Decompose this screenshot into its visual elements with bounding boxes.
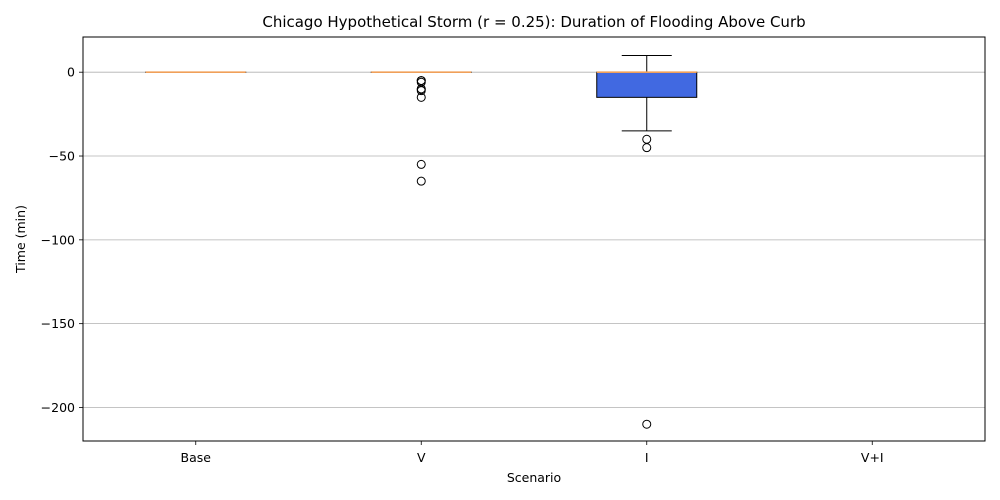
- outlier-point: [642, 419, 652, 429]
- y-tick-label: 0: [67, 65, 75, 80]
- box-i: [596, 54, 698, 429]
- box-v: [370, 71, 472, 186]
- box-iqr: [596, 71, 698, 98]
- outlier-point: [416, 92, 426, 102]
- chart-title: Chicago Hypothetical Storm (r = 0.25): D…: [262, 13, 805, 31]
- x-tick-label: I: [645, 450, 649, 465]
- outlier-point: [416, 86, 426, 96]
- outlier-point: [416, 176, 426, 186]
- grid-lines: [83, 71, 985, 408]
- plot-frame: [82, 36, 986, 442]
- x-tick-label: V: [417, 450, 426, 465]
- outlier-point: [642, 143, 652, 153]
- y-tick-label: −50: [49, 149, 75, 164]
- x-tick-label: V+I: [861, 450, 884, 465]
- x-axis: Base V I V+I: [181, 441, 884, 465]
- x-axis-label: Scenario: [507, 470, 561, 485]
- x-tick-label: Base: [181, 450, 212, 465]
- box-series: [145, 54, 698, 429]
- y-axis-label: Time (min): [13, 205, 28, 274]
- plot-area: [83, 37, 985, 441]
- y-tick-label: −150: [41, 316, 75, 331]
- outlier-point: [416, 159, 426, 169]
- y-tick-label: −100: [41, 232, 75, 247]
- y-tick-label: −200: [41, 400, 75, 415]
- y-axis: 0 −50 −100 −150 −200: [41, 65, 83, 415]
